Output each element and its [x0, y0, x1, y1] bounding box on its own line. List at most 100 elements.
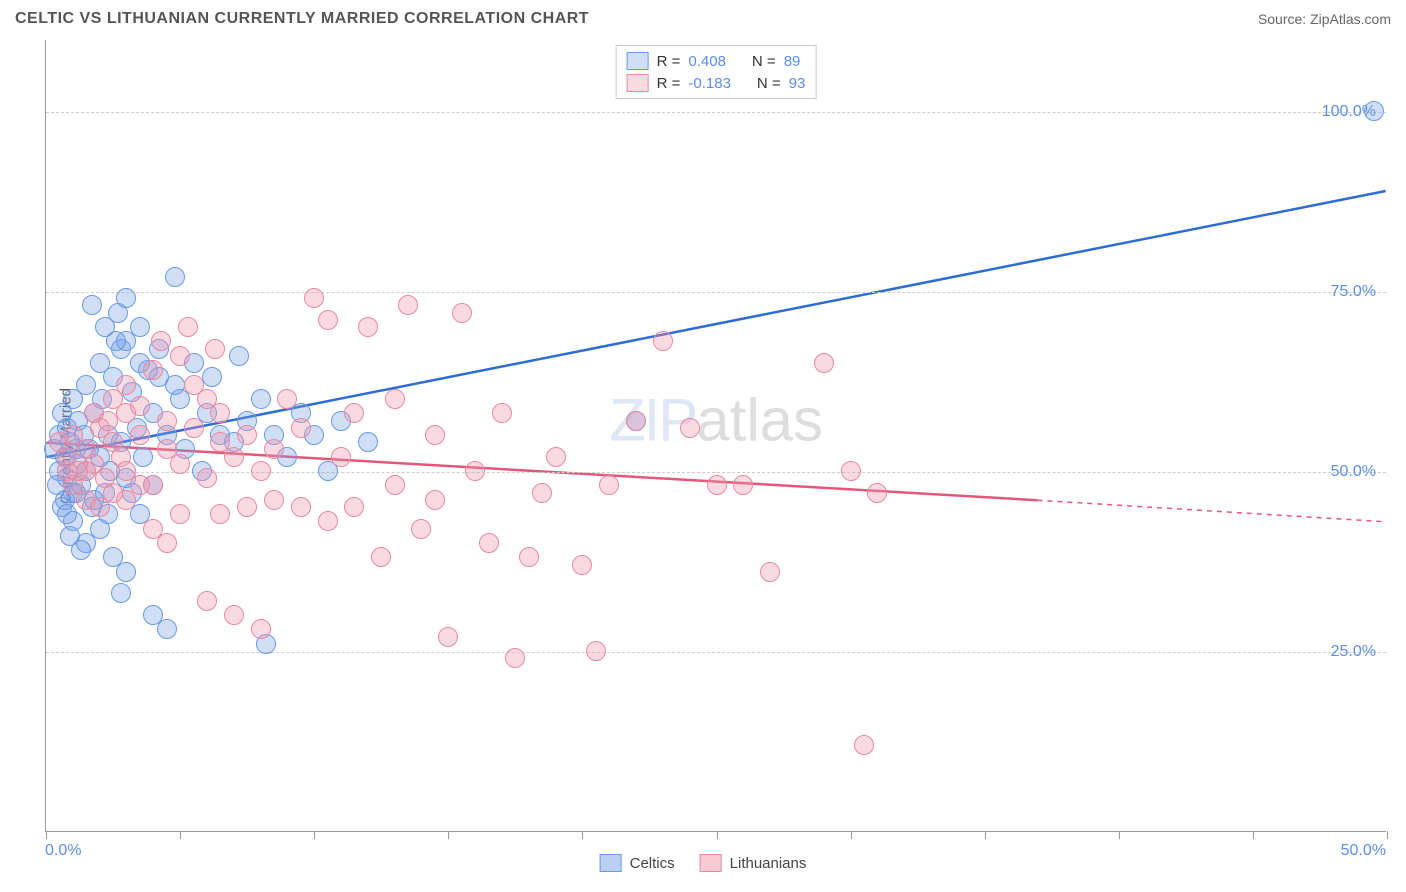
- scatter-point: [331, 447, 351, 467]
- correlation-legend-row: R =0.408N =89: [627, 50, 806, 72]
- scatter-point: [251, 389, 271, 409]
- scatter-point: [438, 627, 458, 647]
- scatter-point: [184, 418, 204, 438]
- scatter-point: [841, 461, 861, 481]
- correlation-legend-row: R =-0.183N =93: [627, 72, 806, 94]
- scatter-point: [229, 346, 249, 366]
- x-tick: [448, 831, 449, 839]
- scatter-point: [814, 353, 834, 373]
- scatter-point: [116, 562, 136, 582]
- scatter-point: [626, 411, 646, 431]
- scatter-point: [106, 331, 126, 351]
- scatter-point: [143, 360, 163, 380]
- scatter-point: [130, 317, 150, 337]
- scatter-point: [586, 641, 606, 661]
- scatter-point: [133, 447, 153, 467]
- x-tick: [851, 831, 852, 839]
- scatter-point: [707, 475, 727, 495]
- scatter-point: [291, 497, 311, 517]
- x-tick: [1119, 831, 1120, 839]
- scatter-point: [130, 475, 150, 495]
- scatter-point: [465, 461, 485, 481]
- scatter-point: [202, 367, 222, 387]
- scatter-point: [505, 648, 525, 668]
- scatter-point: [344, 403, 364, 423]
- scatter-point: [170, 504, 190, 524]
- trend-line-extension: [1037, 500, 1385, 522]
- scatter-point: [157, 411, 177, 431]
- y-tick-label: 25.0%: [1331, 643, 1376, 661]
- x-tick: [314, 831, 315, 839]
- scatter-point: [57, 504, 77, 524]
- grid-line: [46, 292, 1386, 293]
- legend-swatch: [627, 74, 649, 92]
- x-tick: [717, 831, 718, 839]
- scatter-point: [304, 288, 324, 308]
- scatter-point: [237, 425, 257, 445]
- scatter-point: [98, 411, 118, 431]
- scatter-point: [197, 591, 217, 611]
- scatter-point: [867, 483, 887, 503]
- scatter-point: [385, 389, 405, 409]
- scatter-point: [210, 403, 230, 423]
- scatter-point: [165, 267, 185, 287]
- correlation-legend: R =0.408N =89R =-0.183N =93: [616, 45, 817, 99]
- x-tick: [46, 831, 47, 839]
- scatter-point: [264, 490, 284, 510]
- scatter-point: [157, 533, 177, 553]
- scatter-point: [197, 468, 217, 488]
- grid-line: [46, 112, 1386, 113]
- scatter-point: [358, 317, 378, 337]
- series-legend: Celtics Lithuanians: [600, 854, 807, 872]
- scatter-point: [398, 295, 418, 315]
- chart-title: CELTIC VS LITHUANIAN CURRENTLY MARRIED C…: [15, 10, 589, 28]
- scatter-point: [57, 461, 77, 481]
- n-label: N =: [757, 75, 781, 92]
- series-legend-label: Lithuanians: [730, 855, 807, 872]
- legend-swatch: [600, 854, 622, 872]
- chart-plot-area: ZIPatlas R =0.408N =89R =-0.183N =93 25.…: [45, 40, 1386, 832]
- scatter-point: [599, 475, 619, 495]
- scatter-point: [291, 418, 311, 438]
- scatter-point: [165, 375, 185, 395]
- scatter-point: [71, 540, 91, 560]
- scatter-point: [344, 497, 364, 517]
- y-tick-label: 50.0%: [1331, 463, 1376, 481]
- scatter-point: [82, 295, 102, 315]
- series-legend-label: Celtics: [630, 855, 675, 872]
- scatter-point: [170, 346, 190, 366]
- scatter-point: [385, 475, 405, 495]
- scatter-point: [318, 310, 338, 330]
- series-legend-item: Celtics: [600, 854, 675, 872]
- scatter-point: [854, 735, 874, 755]
- scatter-point: [116, 403, 136, 423]
- grid-line: [46, 652, 1386, 653]
- scatter-point: [519, 547, 539, 567]
- scatter-point: [116, 288, 136, 308]
- r-value: -0.183: [688, 75, 731, 92]
- scatter-point: [151, 331, 171, 351]
- x-tick: [180, 831, 181, 839]
- scatter-point: [479, 533, 499, 553]
- scatter-point: [178, 317, 198, 337]
- scatter-point: [425, 490, 445, 510]
- r-value: 0.408: [688, 53, 726, 70]
- scatter-point: [130, 425, 150, 445]
- scatter-point: [572, 555, 592, 575]
- scatter-point: [358, 432, 378, 452]
- scatter-point: [546, 447, 566, 467]
- scatter-point: [251, 461, 271, 481]
- watermark-part2: atlas: [696, 386, 823, 453]
- scatter-point: [205, 339, 225, 359]
- x-tick: [985, 831, 986, 839]
- scatter-point: [111, 583, 131, 603]
- scatter-point: [237, 497, 257, 517]
- scatter-point: [224, 605, 244, 625]
- scatter-point: [411, 519, 431, 539]
- x-tick: [1387, 831, 1388, 839]
- n-value: 89: [784, 53, 801, 70]
- scatter-point: [76, 461, 96, 481]
- scatter-point: [210, 504, 230, 524]
- legend-swatch: [627, 52, 649, 70]
- scatter-point: [532, 483, 552, 503]
